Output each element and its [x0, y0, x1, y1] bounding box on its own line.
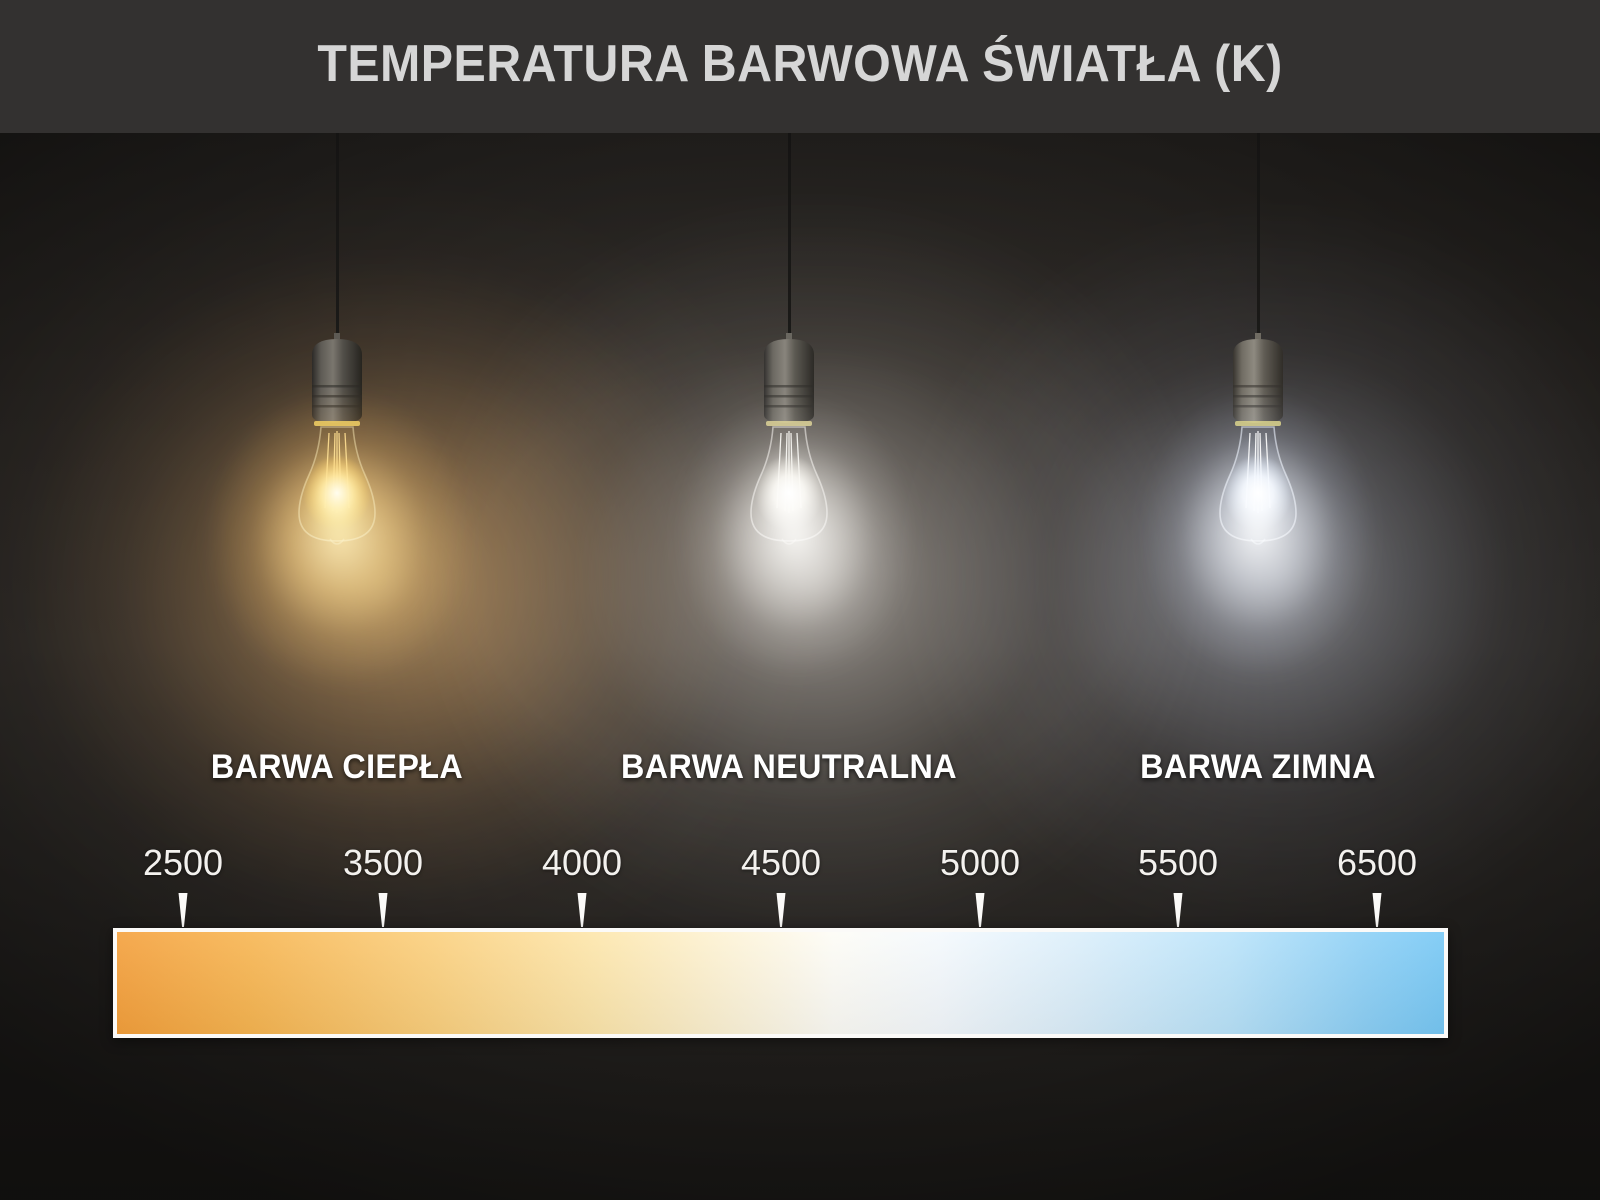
tick-marker-4000 — [574, 893, 590, 927]
warm-bulb-cord — [335, 133, 339, 343]
tick-label-5500: 5500 — [1137, 842, 1219, 883]
cool-bulb-cord — [1256, 133, 1260, 343]
neutral-bulb-cord — [787, 133, 791, 343]
category-label-warm: BARWA CIEPŁA — [210, 748, 464, 786]
gradient-bar-sheen — [117, 932, 1444, 1034]
tick-label-3500: 3500 — [342, 842, 424, 883]
page-title: TEMPERATURA BARWOWA ŚWIATŁA (K) — [317, 35, 1283, 93]
tick-label-6500: 6500 — [1336, 842, 1418, 883]
tick-marker-5500 — [1170, 893, 1186, 927]
color-temperature-gradient-bar — [113, 928, 1448, 1038]
wall-vignette — [0, 133, 1600, 1200]
tick-label-4000: 4000 — [541, 842, 623, 883]
title-band: TEMPERATURA BARWOWA ŚWIATŁA (K) — [0, 0, 1600, 133]
photo-scene — [0, 133, 1600, 1200]
tick-marker-6500 — [1369, 893, 1385, 927]
tick-marker-5000 — [972, 893, 988, 927]
category-label-cool: BARWA ZIMNA — [1140, 748, 1376, 786]
category-label-neutral: BARWA NEUTRALNA — [621, 748, 957, 786]
tick-label-4500: 4500 — [740, 842, 822, 883]
tick-marker-3500 — [375, 893, 391, 927]
tick-marker-4500 — [773, 893, 789, 927]
tick-label-5000: 5000 — [939, 842, 1021, 883]
tick-marker-2500 — [175, 893, 191, 927]
tick-label-2500: 2500 — [142, 842, 224, 883]
